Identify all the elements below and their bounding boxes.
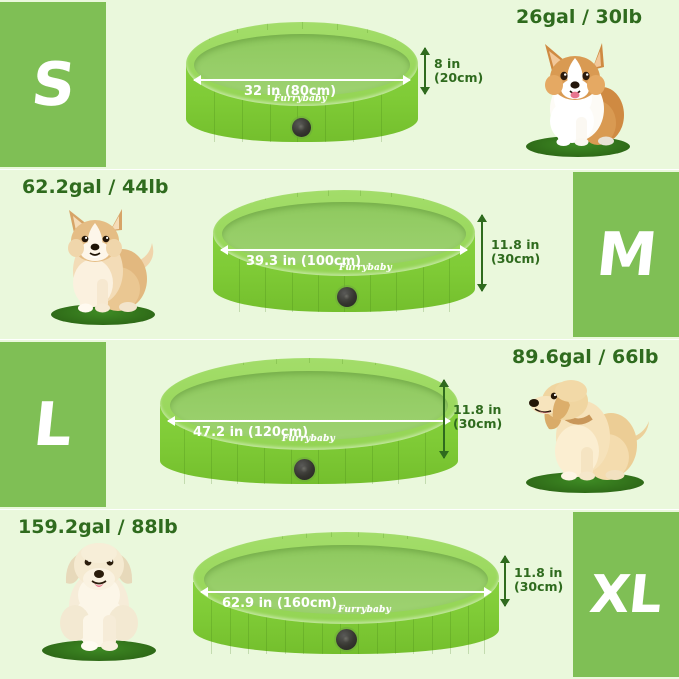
drain-plug [337,287,357,307]
height-arrow-xl [500,555,510,607]
pool-basin [170,371,448,440]
pool-basin [194,34,410,96]
size-badge-s: S [0,2,106,167]
height-label-l-cm: (30cm) [453,416,503,432]
drain-plug [336,629,357,650]
size-letter-m: M [592,219,660,290]
height-label-xl: 11.8 in (30cm) [514,565,564,595]
labrador-illustration [60,543,138,651]
row-divider-3 [0,509,679,510]
pool-l: Furrybaby 47.2 in (120cm) [160,358,458,484]
size-badge-l: L [0,342,106,507]
height-label-xl-inches: 11.8 in [514,565,563,580]
golden-retriever-illustration [529,380,649,481]
diameter-label-xl: 62.9 in (160cm) [222,596,338,611]
pool-basin [204,545,488,614]
row-divider-2 [0,339,679,340]
brand-logo: Furrybaby [338,605,391,615]
drain-plug [294,459,315,480]
brand-logo: Furrybaby [282,434,335,444]
pool-m: Furrybaby 39.3 in (100cm) [213,190,475,312]
capacity-label-xl: 159.2gal / 88lb [18,516,178,538]
size-row-m: M 62.2gal / 44lb [0,170,679,339]
corgi-illustration [545,43,624,146]
height-label-m-inches: 11.8 in [491,237,540,252]
dog-image-labrador [24,538,174,663]
pool-xl: Furrybaby 62.9 in (160cm) [193,532,499,654]
pool-rim [186,22,418,106]
size-letter-l: L [30,389,76,460]
diameter-arrow-m [220,245,468,255]
shiba-inu-illustration [68,209,154,313]
size-badge-xl: XL [573,512,679,677]
height-arrow-s [420,47,430,95]
brand-logo: Furrybaby [339,263,392,273]
height-label-xl-cm: (30cm) [514,579,564,595]
height-label-m: 11.8 in (30cm) [491,237,541,267]
diameter-label-s: 32 in (80cm) [244,84,337,99]
height-label-l-inches: 11.8 in [453,402,502,417]
size-letter-s: S [28,49,78,120]
pool-rim-seams [193,532,499,624]
diameter-label-m: 39.3 in (100cm) [246,254,362,269]
grass-ellipse [42,640,156,661]
pool-rim [160,358,458,450]
height-label-s: 8 in (20cm) [434,56,484,86]
diameter-arrow-l [167,416,451,426]
drain-plug [292,118,311,137]
height-label-s-cm: (20cm) [434,70,484,86]
diameter-arrow-s [193,75,411,85]
capacity-label-m: 62.2gal / 44lb [22,176,169,198]
pool-rim [213,190,475,276]
diameter-arrow-xl [200,587,492,597]
size-row-l: L 89.6gal / 66lb [0,340,679,509]
dog-image-golden-retriever [510,370,660,495]
pool-rim-seams [186,22,418,106]
pool-rim-seams [160,358,458,450]
size-row-s: S 26gal / 30lb [0,0,679,169]
height-label-s-inches: 8 in [434,56,461,71]
size-badge-m: M [573,172,679,337]
size-row-xl: XL 159.2gal / 88lb [0,510,679,679]
pool-s: Furrybaby 32 in (80cm) [186,22,418,142]
height-label-m-cm: (30cm) [491,251,541,267]
pool-rim [193,532,499,624]
pool-basin [222,202,466,266]
capacity-label-l: 89.6gal / 66lb [512,346,659,368]
height-arrow-m [477,214,487,292]
row-divider-1 [0,169,679,170]
dog-image-corgi [503,34,653,159]
height-label-l: 11.8 in (30cm) [453,402,503,432]
dog-image-shiba-inu [28,202,178,327]
pool-rim-seams [213,190,475,276]
capacity-label-s: 26gal / 30lb [516,6,643,28]
size-letter-xl: XL [587,564,665,625]
brand-logo: Furrybaby [274,94,327,104]
diameter-label-l: 47.2 in (120cm) [193,425,309,440]
height-arrow-l [439,379,449,459]
